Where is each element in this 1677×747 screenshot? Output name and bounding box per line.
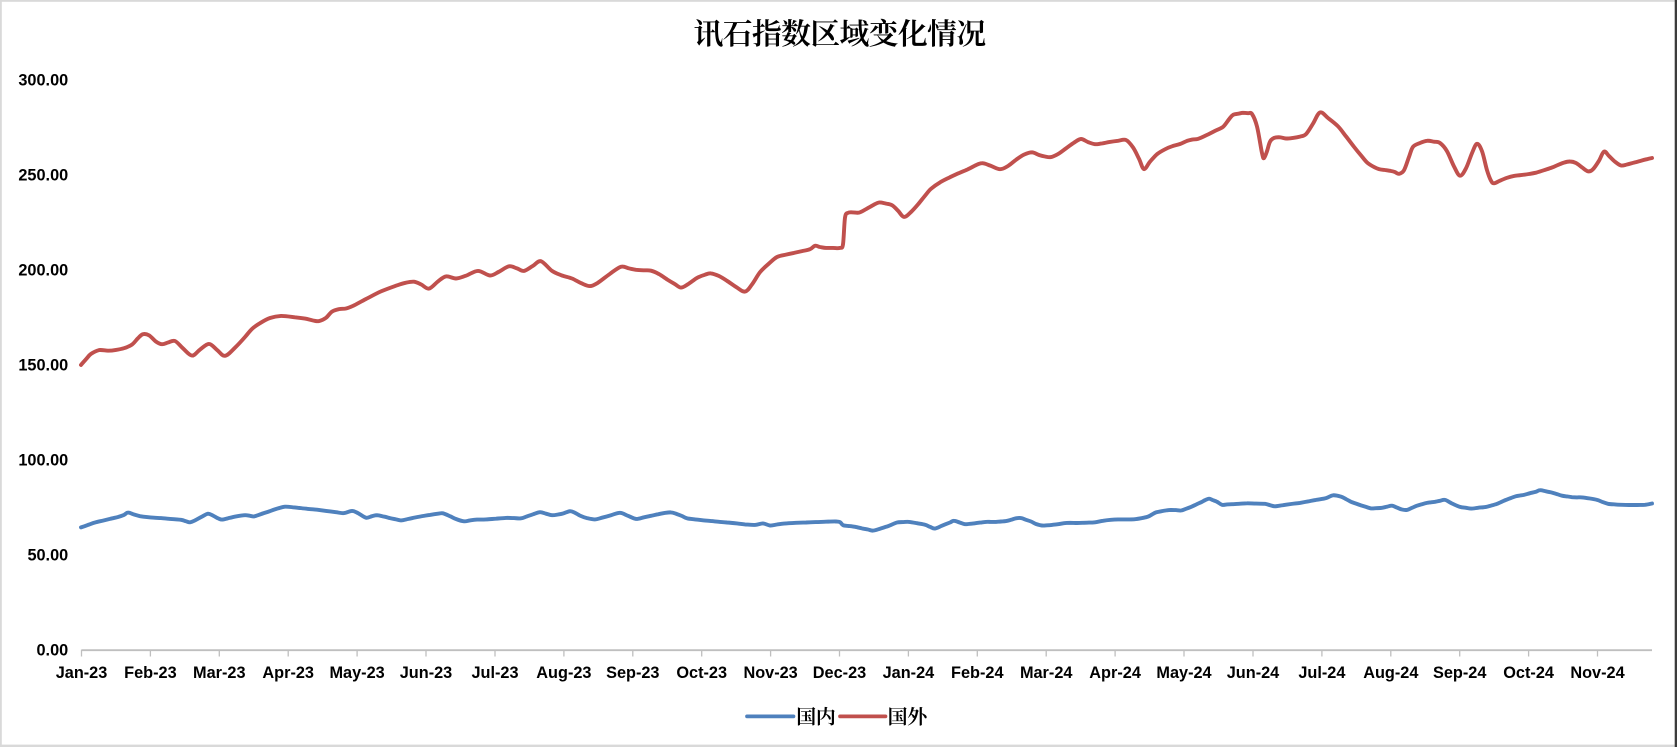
svg-text:50.00: 50.00: [27, 547, 68, 565]
svg-text:Aug-23: Aug-23: [536, 664, 591, 682]
svg-text:Nov-23: Nov-23: [743, 664, 797, 682]
svg-text:Aug-24: Aug-24: [1363, 664, 1418, 682]
svg-text:100.00: 100.00: [18, 452, 68, 470]
svg-text:Jun-23: Jun-23: [400, 664, 452, 682]
svg-text:Jul-23: Jul-23: [471, 664, 518, 682]
svg-text:Sep-23: Sep-23: [606, 664, 659, 682]
svg-text:200.00: 200.00: [18, 262, 68, 280]
svg-text:May-23: May-23: [329, 664, 384, 682]
svg-text:May-24: May-24: [1156, 664, 1211, 682]
svg-text:Oct-23: Oct-23: [676, 664, 727, 682]
svg-text:Mar-24: Mar-24: [1020, 664, 1073, 682]
svg-text:Dec-23: Dec-23: [813, 664, 866, 682]
svg-text:Feb-23: Feb-23: [124, 664, 176, 682]
svg-text:Feb-24: Feb-24: [951, 664, 1003, 682]
svg-text:Sep-24: Sep-24: [1433, 664, 1486, 682]
svg-text:Jul-24: Jul-24: [1298, 664, 1345, 682]
svg-text:Mar-23: Mar-23: [193, 664, 246, 682]
svg-text:Jan-24: Jan-24: [883, 664, 935, 682]
svg-text:Apr-24: Apr-24: [1089, 664, 1141, 682]
svg-text:Oct-24: Oct-24: [1503, 664, 1554, 682]
svg-text:250.00: 250.00: [18, 167, 68, 185]
svg-text:0.00: 0.00: [36, 642, 68, 660]
svg-text:Jun-24: Jun-24: [1227, 664, 1279, 682]
svg-text:Jan-23: Jan-23: [56, 664, 108, 682]
svg-text:Apr-23: Apr-23: [262, 664, 314, 682]
svg-text:150.00: 150.00: [18, 357, 68, 375]
svg-text:300.00: 300.00: [18, 72, 68, 90]
svg-text:Nov-24: Nov-24: [1570, 664, 1624, 682]
